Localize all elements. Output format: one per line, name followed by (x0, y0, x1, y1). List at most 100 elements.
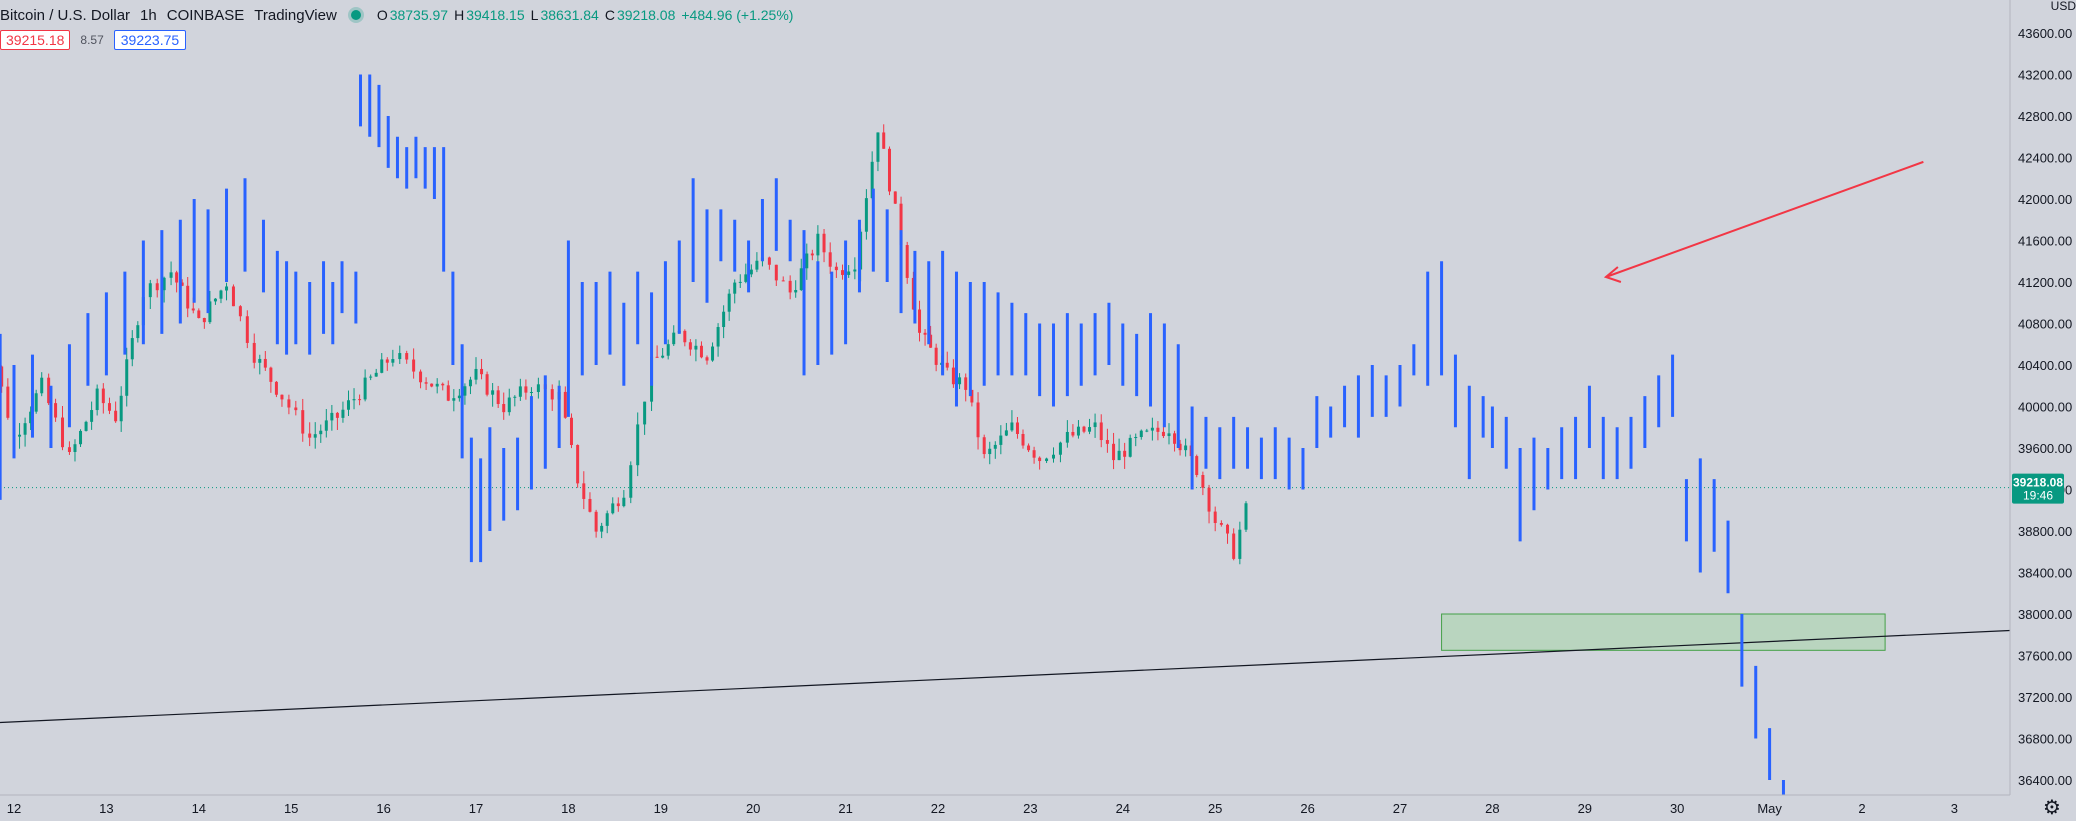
y-tick-label: 41600.00 (2018, 234, 2072, 249)
candle-body (294, 407, 298, 411)
candle-body (929, 334, 933, 348)
candle-body (1021, 433, 1025, 446)
x-tick-label: 16 (376, 801, 390, 816)
candle-body (594, 511, 598, 532)
candle-body (788, 280, 792, 293)
candle-body (582, 483, 586, 499)
candle-body (1145, 430, 1149, 432)
y-tick-label: 40800.00 (2018, 317, 2072, 332)
candle-body (822, 233, 826, 253)
candle-body (330, 412, 334, 421)
price-axis (2010, 0, 2076, 821)
candle-body (923, 332, 927, 335)
candle-body (1038, 457, 1042, 462)
candle-body (114, 410, 118, 422)
candle-body (934, 347, 938, 365)
candle-body (993, 444, 997, 449)
candle-body (480, 368, 484, 375)
candle-body (380, 359, 384, 373)
candle-body (1150, 427, 1154, 431)
candle-body (40, 377, 44, 394)
candle-body (391, 359, 395, 363)
candle-body (999, 435, 1003, 445)
candle-body (169, 272, 173, 278)
candle-body (430, 383, 434, 387)
candle-body (324, 420, 328, 431)
candle-body (1105, 440, 1109, 444)
candle-body (405, 353, 409, 360)
candle-body (34, 393, 38, 412)
candle-body (202, 318, 206, 323)
candle-body (1052, 454, 1055, 459)
candle-body (1173, 433, 1177, 444)
candle-body (219, 290, 223, 299)
x-tick-label: 22 (931, 801, 945, 816)
candle-body (1167, 433, 1171, 437)
sell-button[interactable]: 39215.18 (0, 30, 71, 50)
candle-body (155, 283, 159, 291)
candle-body (1032, 450, 1036, 458)
high-key: H (454, 7, 465, 23)
y-tick-label: 40400.00 (2018, 358, 2072, 373)
candle-body (716, 327, 720, 347)
candle-body (1161, 431, 1165, 437)
candle-body (162, 277, 166, 291)
x-tick-label: 21 (838, 801, 852, 816)
x-tick-label: 26 (1300, 801, 1314, 816)
x-tick-label: 20 (746, 801, 760, 816)
x-tick-label: 29 (1578, 801, 1592, 816)
candle-body (1195, 456, 1199, 475)
y-tick-label: 38400.00 (2018, 566, 2072, 581)
candle-body (474, 368, 478, 380)
candle-body (882, 132, 886, 149)
candle-body (611, 503, 615, 514)
candle-body (1184, 445, 1188, 451)
candle-body (805, 253, 809, 269)
candle-body (536, 384, 540, 392)
gear-icon[interactable]: ⚙ (2043, 797, 2061, 819)
candle-body (636, 424, 640, 466)
candle-body (905, 245, 909, 278)
x-tick-label: 18 (561, 801, 575, 816)
buy-button[interactable]: 39223.75 (113, 30, 187, 50)
candle-body (341, 409, 345, 418)
symbol-legend[interactable]: Bitcoin / U.S. Dollar 1h COINBASE Tradin… (0, 4, 797, 26)
candle-body (864, 198, 868, 232)
candle-body (1117, 450, 1121, 461)
axis-unit-label[interactable]: USD (2050, 0, 2076, 13)
candle-body (352, 399, 356, 401)
candle-body (385, 359, 389, 363)
candle-body (529, 391, 533, 393)
candle-body (280, 394, 284, 400)
x-tick-label: 17 (469, 801, 483, 816)
candle-body (810, 253, 814, 256)
candle-body (136, 325, 140, 339)
candle-body (346, 400, 350, 410)
candle-body (61, 417, 65, 448)
y-tick-label: 39600.00 (2018, 441, 2072, 456)
candle-body (496, 390, 500, 404)
candle-body (563, 391, 567, 418)
candle-body (358, 399, 362, 401)
y-tick-label: 43600.00 (2018, 26, 2072, 41)
candle-body (1099, 422, 1103, 441)
interval-label: 1h (140, 6, 157, 24)
candle-body (945, 362, 949, 368)
candle-body (398, 353, 402, 360)
candle-body (502, 403, 506, 413)
time-axis (0, 795, 2010, 821)
candle-body (666, 344, 670, 356)
candle-body (976, 402, 980, 438)
candle-body (524, 386, 528, 393)
candle-body (622, 497, 626, 507)
candle-body (605, 513, 609, 526)
candle-body (258, 358, 262, 363)
candle-body (0, 366, 4, 387)
candle-body (958, 377, 962, 385)
candle-body (1178, 443, 1182, 451)
candle-body (191, 308, 195, 311)
candle-body (231, 286, 235, 307)
source-label: TradingView (254, 6, 337, 24)
candle-body (95, 388, 99, 411)
